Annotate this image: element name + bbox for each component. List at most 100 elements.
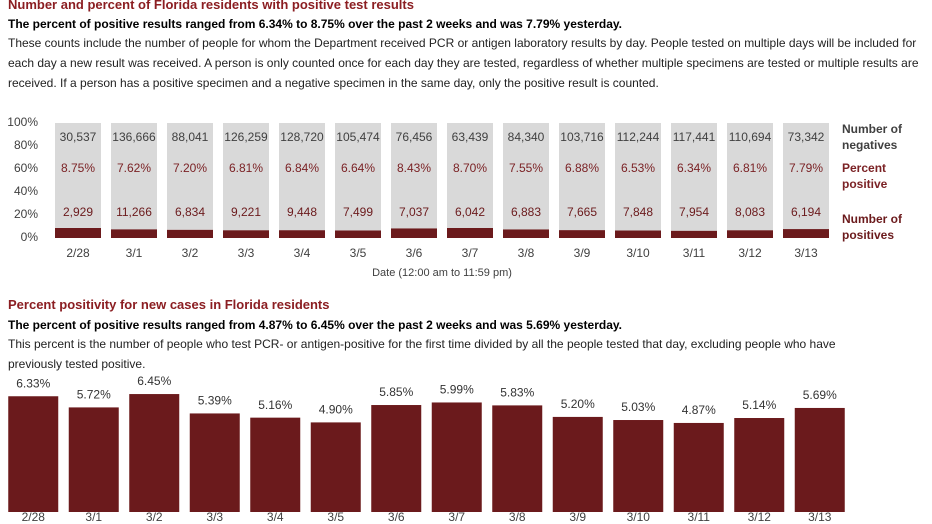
data-label: 5.69% <box>803 388 837 402</box>
bar-segment <box>167 229 213 238</box>
data-label: 6.64% <box>341 161 375 175</box>
bar <box>129 394 180 512</box>
x-tick-label: 3/6 <box>388 510 405 524</box>
data-label: 73,342 <box>788 130 825 144</box>
x-tick-label: 3/3 <box>206 510 223 524</box>
bar <box>794 407 845 512</box>
x-tick-label: 2/28 <box>22 510 46 524</box>
chart-note: These counts include the number of peopl… <box>8 36 919 90</box>
data-label: 7.62% <box>117 161 151 175</box>
x-tick-label: 3/13 <box>808 510 832 524</box>
bar-segment <box>615 230 661 238</box>
x-tick-label: 3/3 <box>238 246 255 260</box>
bar-segment <box>55 227 101 238</box>
bar <box>310 422 361 512</box>
x-tick-label: 3/1 <box>126 246 143 260</box>
data-label: 4.90% <box>319 403 353 417</box>
data-label: 5.20% <box>561 397 595 411</box>
data-label: 9,221 <box>231 205 261 219</box>
x-tick-label: 3/5 <box>327 510 344 524</box>
y-tick-label: 100% <box>7 115 38 129</box>
x-tick-label: 3/9 <box>569 510 586 524</box>
legend-label: Number of negatives <box>842 122 902 152</box>
data-label: 88,041 <box>172 130 209 144</box>
x-tick-label: 3/10 <box>627 510 651 524</box>
bar-segment <box>727 230 773 238</box>
x-tick-label: 3/11 <box>688 510 711 524</box>
data-label: 4.87% <box>682 403 716 417</box>
x-tick-label: 3/5 <box>350 246 367 260</box>
data-label: 7,848 <box>623 205 653 219</box>
data-label: 6.53% <box>621 161 655 175</box>
bar <box>250 417 301 512</box>
data-label: 6.84% <box>285 161 319 175</box>
data-label: 5.39% <box>198 394 232 408</box>
bar-segment <box>671 230 717 238</box>
data-label: 5.85% <box>379 385 413 399</box>
bar-segment <box>447 123 493 228</box>
data-label: 9,448 <box>287 205 317 219</box>
data-label: 5.83% <box>500 386 534 400</box>
bar-segment <box>335 123 381 231</box>
bar-segment <box>223 230 269 238</box>
data-label: 110,694 <box>729 130 772 144</box>
bar-segment <box>223 123 269 231</box>
data-label: 5.16% <box>258 398 292 412</box>
bar-segment <box>391 123 437 229</box>
data-label: 7.55% <box>509 161 543 175</box>
bar <box>189 413 240 512</box>
data-label: 6.81% <box>229 161 263 175</box>
chart-subtitle: The percent of positive results ranged f… <box>8 318 623 332</box>
bar-segment <box>671 123 717 231</box>
x-tick-label: 3/7 <box>462 246 479 260</box>
bar-segment <box>111 123 157 230</box>
y-tick-label: 20% <box>14 207 38 221</box>
x-tick-label: 3/7 <box>448 510 465 524</box>
y-tick-label: 0% <box>21 230 39 244</box>
x-tick-label: 3/8 <box>518 246 535 260</box>
legend-label: Percent positive <box>842 161 888 191</box>
chart-title: Number and percent of Florida residents … <box>8 0 414 12</box>
data-label: 6,194 <box>791 205 821 219</box>
bar <box>431 402 482 512</box>
x-tick-label: 3/4 <box>267 510 284 524</box>
data-label: 76,456 <box>396 130 433 144</box>
x-tick-label: 2/28 <box>66 246 90 260</box>
bar <box>68 407 119 512</box>
y-tick-label: 80% <box>14 138 38 152</box>
bar <box>8 396 59 512</box>
bar-segment <box>111 229 157 238</box>
data-label: 84,340 <box>508 130 545 144</box>
bar <box>673 422 724 512</box>
data-label: 6.45% <box>137 374 171 388</box>
x-tick-label: 3/9 <box>574 246 591 260</box>
data-label: 6.81% <box>733 161 767 175</box>
data-label: 5.14% <box>742 398 776 412</box>
legend-label: Number of positives <box>842 212 902 242</box>
x-tick-label: 3/2 <box>146 510 163 524</box>
bar-segment <box>279 123 325 231</box>
bar-segment <box>391 228 437 238</box>
x-tick-label: 3/12 <box>738 246 762 260</box>
data-label: 8.75% <box>61 161 95 175</box>
x-tick-label: 3/8 <box>509 510 526 524</box>
data-label: 5.72% <box>77 388 111 402</box>
x-tick-label: 3/4 <box>294 246 311 260</box>
data-label: 8.43% <box>397 161 431 175</box>
bar-segment <box>783 229 829 238</box>
data-label: 8.70% <box>453 161 487 175</box>
data-label: 103,716 <box>560 130 604 144</box>
x-tick-label: 3/2 <box>182 246 199 260</box>
data-label: 6.88% <box>565 161 599 175</box>
bar <box>613 420 664 512</box>
y-tick-label: 60% <box>14 161 38 175</box>
data-label: 5.03% <box>621 400 655 414</box>
data-label: 6.33% <box>16 376 50 390</box>
bar <box>492 405 543 512</box>
x-axis-title: Date (12:00 am to 11:59 pm) <box>372 267 512 279</box>
chart-subtitle: The percent of positive results ranged f… <box>8 17 623 31</box>
data-label: 7,665 <box>567 205 597 219</box>
bar <box>371 405 422 512</box>
